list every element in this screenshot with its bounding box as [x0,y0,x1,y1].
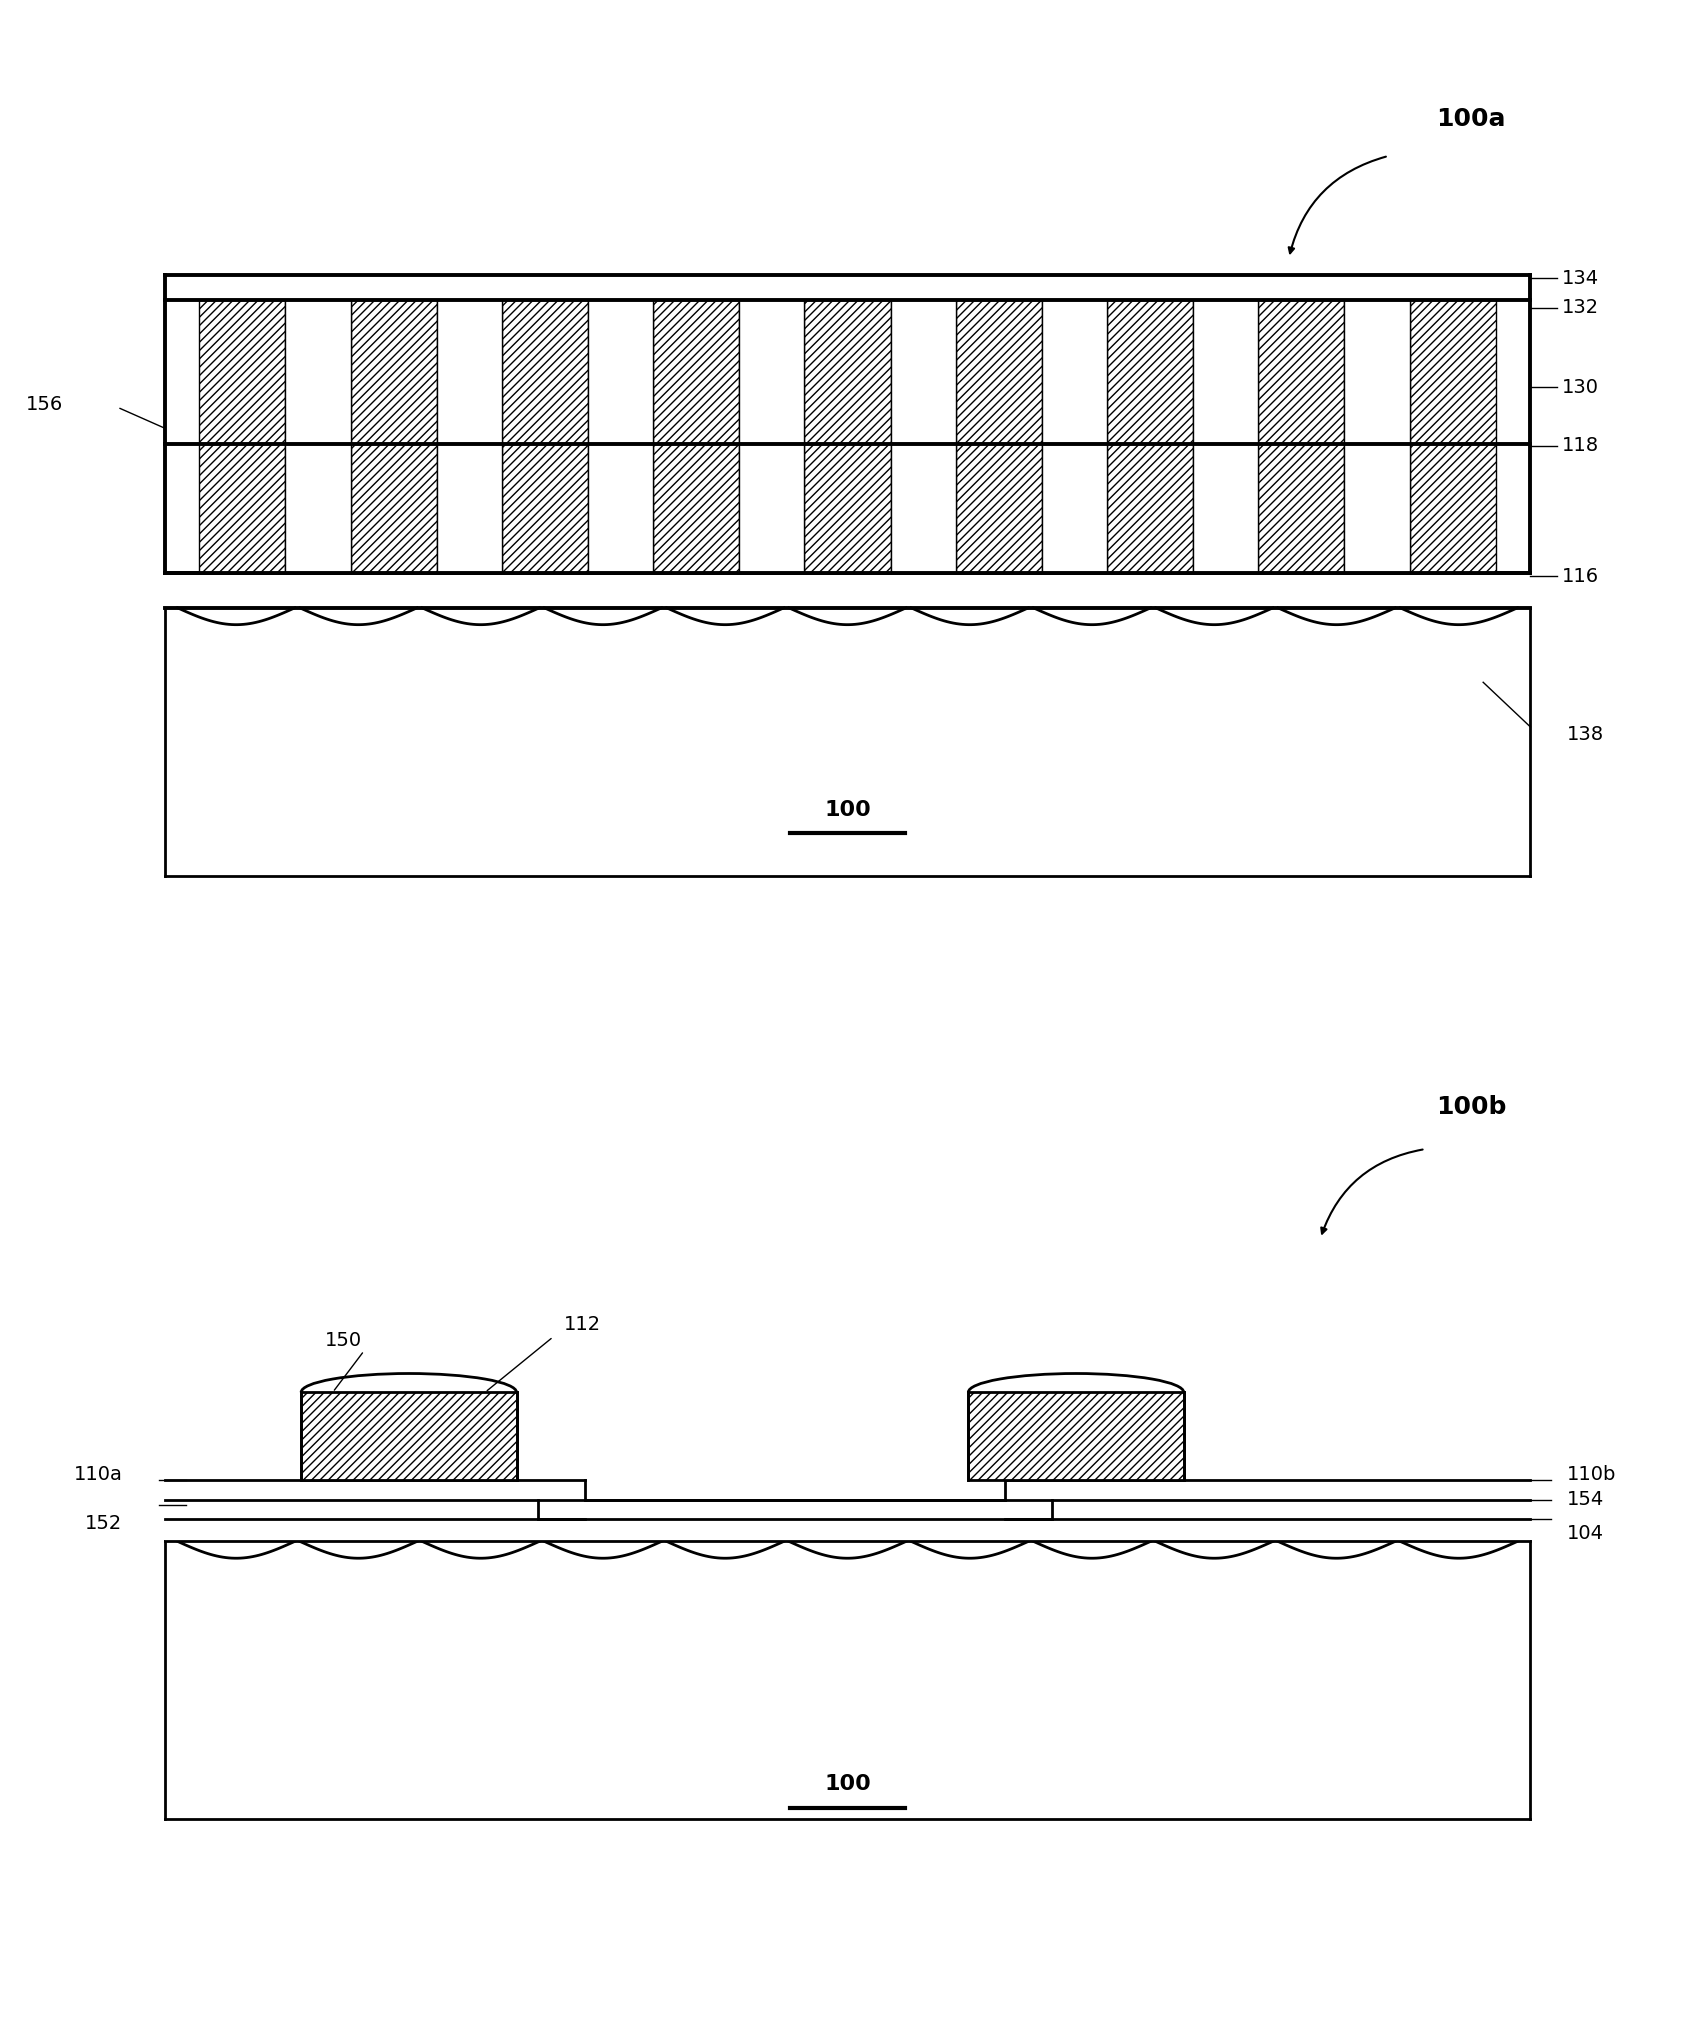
Bar [588,300,653,573]
Bar [351,300,437,573]
Text: 118: 118 [1563,437,1598,456]
Bar [1107,300,1193,573]
Bar [968,1393,1183,1480]
Text: 110b: 110b [1568,1466,1617,1484]
Bar [164,1519,1531,1541]
Text: 100: 100 [824,1774,871,1794]
Text: 154: 154 [1568,1490,1605,1509]
Bar [956,300,1042,573]
Bar [200,300,285,573]
Bar [653,300,739,573]
Text: 100a: 100a [1436,107,1505,132]
Bar [1193,300,1258,573]
Text: 116: 116 [1563,567,1598,585]
Text: 104: 104 [1568,1525,1603,1543]
Bar [502,300,588,573]
Bar [285,300,351,573]
Bar [890,300,956,573]
Text: 100: 100 [824,800,871,820]
Text: 100b: 100b [1436,1096,1507,1120]
Bar [1344,300,1410,573]
Text: 150: 150 [325,1330,361,1351]
Bar [1005,1480,1531,1501]
Text: 110a: 110a [73,1466,122,1484]
Text: 112: 112 [564,1316,602,1334]
Text: 138: 138 [1568,725,1605,745]
Text: 134: 134 [1563,269,1598,288]
Bar [1258,300,1344,573]
Bar [437,300,502,573]
Text: 152: 152 [85,1515,122,1533]
Bar [164,1480,585,1501]
Text: 132: 132 [1563,298,1598,318]
Bar [1042,300,1107,573]
Bar [164,275,1531,573]
Bar [302,1393,517,1480]
Bar [739,300,805,573]
Text: 156: 156 [25,395,63,413]
Bar [164,275,1531,300]
Bar [805,300,890,573]
Text: 130: 130 [1563,379,1598,397]
Bar [1410,300,1495,573]
